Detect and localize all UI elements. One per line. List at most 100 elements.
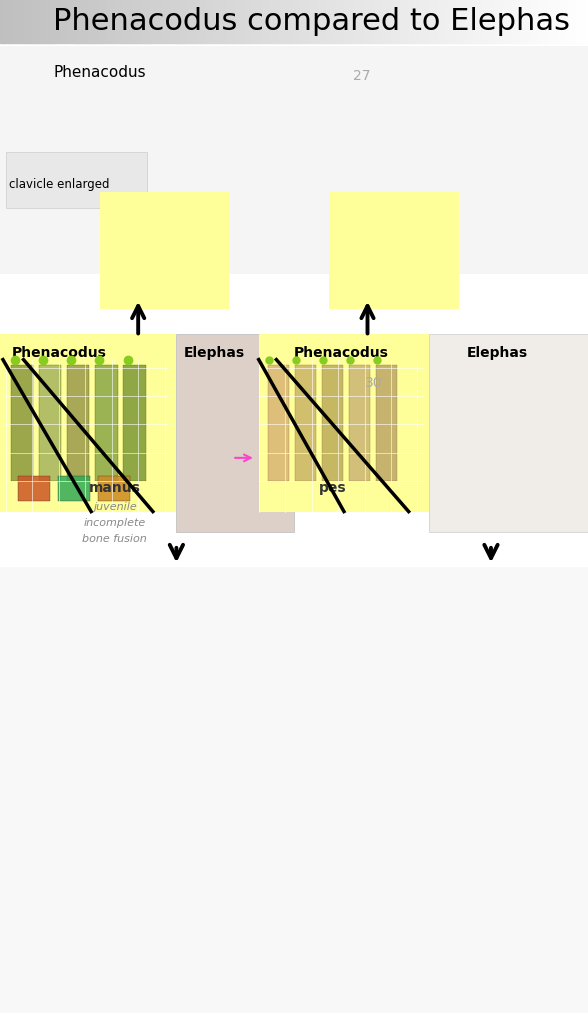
Bar (241, 0, 245, 43)
Bar (491, 0, 495, 43)
Bar (300, 0, 303, 43)
Bar (126, 0, 130, 43)
Bar (115, 0, 118, 43)
Bar (38, 0, 42, 43)
Bar (182, 0, 186, 43)
Bar (376, 0, 380, 43)
Bar (50, 0, 54, 43)
Bar (100, 192, 229, 309)
Bar (409, 0, 412, 43)
Bar (0, 334, 176, 512)
Bar (459, 0, 462, 43)
Bar (168, 0, 171, 43)
Bar (6, 152, 147, 208)
Bar (444, 0, 447, 43)
Bar (238, 0, 242, 43)
Text: incomplete: incomplete (83, 518, 146, 528)
Bar (382, 0, 386, 43)
Text: clavicle enlarged: clavicle enlarged (9, 178, 109, 190)
Text: bone fusion: bone fusion (82, 534, 147, 544)
Bar (473, 0, 477, 43)
Bar (503, 0, 506, 43)
Bar (188, 0, 192, 43)
Bar (417, 0, 421, 43)
Bar (82, 0, 86, 43)
Bar (59, 0, 62, 43)
Bar (212, 0, 215, 43)
Bar (220, 0, 224, 43)
Bar (294, 0, 298, 43)
Bar (497, 0, 500, 43)
Bar (315, 0, 318, 43)
Bar (423, 0, 427, 43)
Bar (523, 0, 527, 43)
Bar (253, 0, 256, 43)
Bar (435, 0, 439, 43)
Bar (482, 0, 486, 43)
Bar (500, 0, 503, 43)
Bar (297, 0, 300, 43)
Bar (529, 0, 533, 43)
Bar (165, 0, 168, 43)
Bar (450, 0, 453, 43)
Bar (544, 0, 547, 43)
Bar (567, 0, 571, 43)
Bar (203, 0, 206, 43)
Bar (103, 0, 106, 43)
Bar (65, 0, 68, 43)
Bar (268, 0, 271, 43)
Bar (432, 0, 436, 43)
Bar (350, 0, 353, 43)
Bar (98, 476, 130, 501)
Bar (485, 0, 489, 43)
Bar (570, 0, 574, 43)
Bar (344, 0, 348, 43)
Bar (470, 0, 474, 43)
Text: juvenile: juvenile (93, 501, 136, 512)
Bar (538, 0, 542, 43)
Bar (0, 0, 4, 43)
Bar (39, 365, 61, 481)
Bar (144, 0, 148, 43)
Bar (379, 0, 383, 43)
Bar (312, 0, 315, 43)
Bar (12, 0, 15, 43)
Bar (332, 0, 336, 43)
Bar (68, 0, 71, 43)
Bar (106, 0, 109, 43)
Bar (209, 0, 212, 43)
Bar (244, 0, 248, 43)
Bar (123, 365, 146, 481)
Bar (585, 0, 588, 43)
Bar (15, 0, 18, 43)
Bar (53, 0, 56, 43)
Bar (74, 0, 77, 43)
Bar (420, 0, 424, 43)
Bar (506, 0, 509, 43)
Bar (29, 0, 33, 43)
Bar (262, 0, 265, 43)
Bar (453, 0, 456, 43)
Bar (532, 0, 536, 43)
Bar (406, 0, 409, 43)
Bar (579, 0, 583, 43)
Text: Elephas: Elephas (466, 345, 527, 360)
Bar (0, 46, 588, 274)
Bar (173, 0, 177, 43)
Bar (259, 0, 262, 43)
Bar (376, 365, 397, 481)
Bar (291, 0, 295, 43)
Bar (9, 0, 12, 43)
Bar (509, 0, 512, 43)
Bar (359, 0, 362, 43)
Bar (273, 0, 277, 43)
Bar (385, 0, 389, 43)
Bar (412, 0, 415, 43)
Bar (129, 0, 133, 43)
Bar (541, 0, 544, 43)
Bar (347, 0, 350, 43)
Bar (467, 0, 471, 43)
Bar (494, 0, 497, 43)
Bar (235, 0, 239, 43)
Bar (326, 0, 330, 43)
